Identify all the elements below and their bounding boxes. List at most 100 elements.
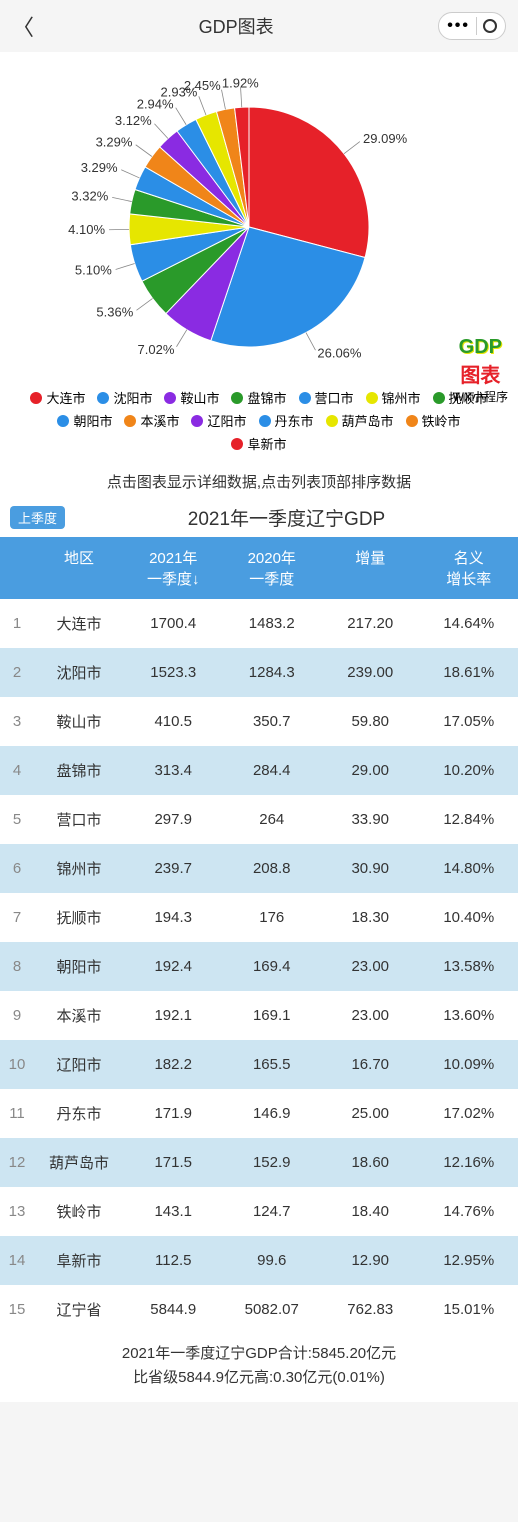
legend-dot-icon <box>164 392 176 404</box>
menu-dots-icon[interactable]: ••• <box>447 17 477 35</box>
row-2020: 176 <box>223 909 322 926</box>
pie-chart-area[interactable]: 29.09%26.06%7.02%5.36%5.10%4.10%3.32%3.2… <box>0 52 518 465</box>
row-delta: 239.00 <box>321 664 420 681</box>
col-region[interactable]: 地区 <box>34 547 124 589</box>
legend-item[interactable]: 营口市 <box>299 388 354 407</box>
legend-item[interactable]: 锦州市 <box>366 388 421 407</box>
legend-item[interactable]: 铁岭市 <box>406 411 461 430</box>
row-2020: 264 <box>223 811 322 828</box>
table-row[interactable]: 3鞍山市410.5350.759.8017.05% <box>0 697 518 746</box>
row-delta: 18.40 <box>321 1203 420 1220</box>
table-row[interactable]: 13铁岭市143.1124.718.4014.76% <box>0 1187 518 1236</box>
table-header-bar: 上季度 2021年一季度辽宁GDP <box>0 498 518 537</box>
table-row[interactable]: 12葫芦岛市171.5152.918.6012.16% <box>0 1138 518 1187</box>
row-delta: 23.00 <box>321 1007 420 1024</box>
slice-label: 2.45% <box>184 78 221 93</box>
legend-item[interactable]: 丹东市 <box>259 411 314 430</box>
footer-total: 2021年一季度辽宁GDP合计:5845.20亿元 <box>0 1342 518 1366</box>
legend-label: 朝阳市 <box>73 411 112 430</box>
legend-item[interactable]: 大连市 <box>30 388 85 407</box>
slice-label: 1.92% <box>222 75 259 90</box>
row-2021: 143.1 <box>124 1203 223 1220</box>
table-head-row[interactable]: 地区 2021年一季度↓ 2020年一季度 增量 名义增长率 <box>0 537 518 599</box>
legend-label: 铁岭市 <box>422 411 461 430</box>
row-delta: 25.00 <box>321 1105 420 1122</box>
legend-item[interactable]: 葫芦岛市 <box>326 411 394 430</box>
row-region: 大连市 <box>34 613 124 634</box>
row-2020: 350.7 <box>223 713 322 730</box>
legend-dot-icon <box>57 415 69 427</box>
row-2021: 182.2 <box>124 1056 223 1073</box>
pie-chart[interactable]: 29.09%26.06%7.02%5.36%5.10%4.10%3.32%3.2… <box>24 62 494 382</box>
col-growth[interactable]: 名义增长率 <box>420 547 518 589</box>
watermark: GDP 图表 WX小程序 <box>453 336 508 405</box>
footer: 2021年一季度辽宁GDP合计:5845.20亿元 比省级5844.9亿元高:0… <box>0 1334 518 1402</box>
slice-label: 3.29% <box>81 160 118 175</box>
col-delta[interactable]: 增量 <box>321 547 420 589</box>
legend-item[interactable]: 盘锦市 <box>231 388 286 407</box>
table-row[interactable]: 10辽阳市182.2165.516.7010.09% <box>0 1040 518 1089</box>
table-row[interactable]: 11丹东市171.9146.925.0017.02% <box>0 1089 518 1138</box>
row-2021: 410.5 <box>124 713 223 730</box>
legend-dot-icon <box>406 415 418 427</box>
legend-item[interactable]: 本溪市 <box>124 411 179 430</box>
row-growth: 10.20% <box>420 762 518 779</box>
table-row[interactable]: 6锦州市239.7208.830.9014.80% <box>0 844 518 893</box>
legend-dot-icon <box>191 415 203 427</box>
footer-diff: 比省级5844.9亿元高:0.30亿元(0.01%) <box>0 1366 518 1390</box>
slice-label: 29.09% <box>363 131 408 146</box>
row-delta: 23.00 <box>321 958 420 975</box>
close-ring-icon[interactable] <box>483 19 497 33</box>
table-row[interactable]: 15辽宁省5844.95082.07762.8315.01% <box>0 1285 518 1334</box>
row-2021: 1700.4 <box>124 615 223 632</box>
legend-label: 锦州市 <box>382 388 421 407</box>
row-growth: 10.09% <box>420 1056 518 1073</box>
table-body: 1大连市1700.41483.2217.2014.64%2沈阳市1523.312… <box>0 599 518 1334</box>
legend-item[interactable]: 辽阳市 <box>191 411 246 430</box>
table-row[interactable]: 2沈阳市1523.31284.3239.0018.61% <box>0 648 518 697</box>
table-row[interactable]: 7抚顺市194.317618.3010.40% <box>0 893 518 942</box>
legend-dot-icon <box>97 392 109 404</box>
row-idx: 15 <box>0 1301 34 1318</box>
row-growth: 17.02% <box>420 1105 518 1122</box>
table-row[interactable]: 5营口市297.926433.9012.84% <box>0 795 518 844</box>
col-2021[interactable]: 2021年一季度↓ <box>124 547 223 589</box>
legend-dot-icon <box>433 392 445 404</box>
wechat-capsule[interactable]: ••• <box>438 12 506 40</box>
legend-item[interactable]: 沈阳市 <box>97 388 152 407</box>
watermark-gdp: GDP <box>453 336 508 359</box>
top-bar: 〈 GDP图表 ••• <box>0 0 518 52</box>
row-growth: 10.40% <box>420 909 518 926</box>
legend-label: 葫芦岛市 <box>342 411 394 430</box>
row-delta: 29.00 <box>321 762 420 779</box>
table-row[interactable]: 14阜新市112.599.612.9012.95% <box>0 1236 518 1285</box>
legend-dot-icon <box>124 415 136 427</box>
row-growth: 13.58% <box>420 958 518 975</box>
row-growth: 14.64% <box>420 615 518 632</box>
row-2021: 192.4 <box>124 958 223 975</box>
row-2021: 194.3 <box>124 909 223 926</box>
legend-item[interactable]: 朝阳市 <box>57 411 112 430</box>
legend-label: 大连市 <box>46 388 85 407</box>
legend-item[interactable]: 阜新市 <box>231 434 286 453</box>
row-idx: 13 <box>0 1203 34 1220</box>
row-region: 盘锦市 <box>34 760 124 781</box>
legend-item[interactable]: 鞍山市 <box>164 388 219 407</box>
legend-label: 丹东市 <box>275 411 314 430</box>
slice-label: 5.10% <box>75 263 112 278</box>
table-row[interactable]: 1大连市1700.41483.2217.2014.64% <box>0 599 518 648</box>
row-idx: 8 <box>0 958 34 975</box>
back-icon[interactable]: 〈 <box>12 10 34 42</box>
legend-label: 辽阳市 <box>207 411 246 430</box>
table-row[interactable]: 8朝阳市192.4169.423.0013.58% <box>0 942 518 991</box>
slice-label: 3.32% <box>71 188 108 203</box>
row-2020: 169.4 <box>223 958 322 975</box>
row-region: 辽阳市 <box>34 1054 124 1075</box>
table-row[interactable]: 4盘锦市313.4284.429.0010.20% <box>0 746 518 795</box>
table-row[interactable]: 9本溪市192.1169.123.0013.60% <box>0 991 518 1040</box>
row-delta: 33.90 <box>321 811 420 828</box>
prev-quarter-button[interactable]: 上季度 <box>10 506 65 529</box>
row-idx: 14 <box>0 1252 34 1269</box>
row-2020: 1483.2 <box>223 615 322 632</box>
col-2020[interactable]: 2020年一季度 <box>223 547 322 589</box>
